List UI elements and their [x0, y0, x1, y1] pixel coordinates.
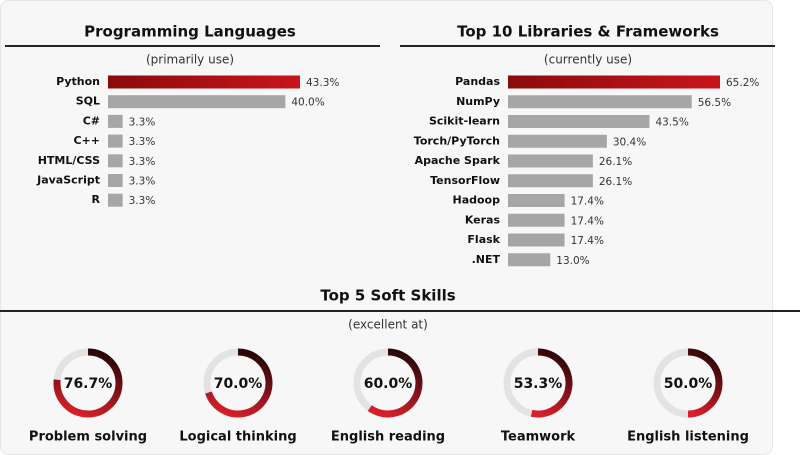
- category-label: Hadoop: [453, 194, 501, 207]
- category-label: NumPy: [456, 95, 500, 108]
- value-label: 43.5%: [655, 117, 688, 129]
- value-label: 26.1%: [599, 156, 632, 168]
- category-label: R: [92, 193, 101, 206]
- value-label: 26.1%: [599, 176, 632, 188]
- value-label: 30.4%: [613, 136, 646, 148]
- value-label: 3.3%: [129, 176, 156, 188]
- value-label: 17.4%: [571, 196, 604, 208]
- donut-label: Problem solving: [29, 430, 147, 445]
- value-label: 3.3%: [129, 156, 156, 168]
- category-label: C#: [83, 114, 100, 127]
- donut-label: English reading: [331, 430, 445, 445]
- bar: [508, 134, 607, 148]
- value-label: 43.3%: [306, 77, 339, 89]
- donut-value: 60.0%: [364, 376, 413, 392]
- bar: [508, 95, 692, 109]
- chart-title: Top 5 Soft Skills: [320, 287, 455, 305]
- value-label: 17.4%: [571, 235, 604, 247]
- bar: [108, 174, 123, 187]
- value-label: 56.5%: [698, 97, 731, 109]
- bar: [508, 154, 593, 168]
- category-label: Scikit-learn: [429, 115, 500, 128]
- category-label: JavaScript: [36, 174, 100, 187]
- donut-label: Logical thinking: [179, 430, 296, 445]
- category-label: Apache Spark: [415, 154, 501, 167]
- chart-subtitle: (excellent at): [348, 318, 428, 332]
- bar: [108, 193, 123, 207]
- chart-title: Programming Languages: [84, 23, 296, 41]
- donut-arc: [205, 348, 273, 418]
- bar: [108, 114, 123, 128]
- category-label: Keras: [465, 213, 501, 226]
- chart-title: Top 10 Libraries & Frameworks: [457, 23, 719, 41]
- donut-arc: [687, 348, 723, 418]
- value-label: 17.4%: [571, 215, 604, 227]
- donut-arc: [530, 348, 573, 418]
- category-label: C++: [73, 134, 100, 147]
- category-label: Torch/PyTorch: [414, 134, 500, 147]
- bar: [508, 233, 565, 247]
- category-label: TensorFlow: [430, 174, 500, 187]
- donut-label: Teamwork: [501, 430, 576, 445]
- category-label: Flask: [467, 233, 500, 246]
- bar: [508, 213, 565, 227]
- bar: [108, 154, 123, 168]
- category-label: .NET: [472, 253, 501, 266]
- donut-value: 70.0%: [214, 376, 263, 392]
- bar: [108, 75, 300, 89]
- bar: [108, 95, 286, 109]
- donut-value: 50.0%: [664, 376, 713, 392]
- value-label: 3.3%: [129, 116, 156, 128]
- chart-subtitle: (currently use): [544, 53, 632, 67]
- bar: [508, 115, 650, 128]
- bar: [108, 134, 123, 148]
- donut-value: 53.3%: [514, 376, 563, 392]
- bar: [508, 253, 551, 267]
- chart-subtitle: (primarily use): [146, 53, 234, 67]
- donut-label: English listening: [627, 430, 749, 445]
- value-label: 3.3%: [129, 136, 156, 148]
- category-label: HTML/CSS: [38, 154, 100, 167]
- bar: [508, 174, 593, 188]
- value-label: 3.3%: [129, 195, 156, 207]
- donut-value: 76.7%: [64, 376, 113, 392]
- category-label: SQL: [76, 95, 100, 108]
- donut-arc: [53, 348, 123, 418]
- value-label: 40.0%: [291, 97, 324, 109]
- bar: [508, 194, 565, 207]
- value-label: 13.0%: [556, 255, 589, 267]
- value-label: 65.2%: [726, 77, 759, 89]
- donut-arc: [367, 348, 423, 418]
- category-label: Python: [56, 75, 100, 88]
- category-label: Pandas: [455, 75, 500, 88]
- bar: [508, 75, 720, 89]
